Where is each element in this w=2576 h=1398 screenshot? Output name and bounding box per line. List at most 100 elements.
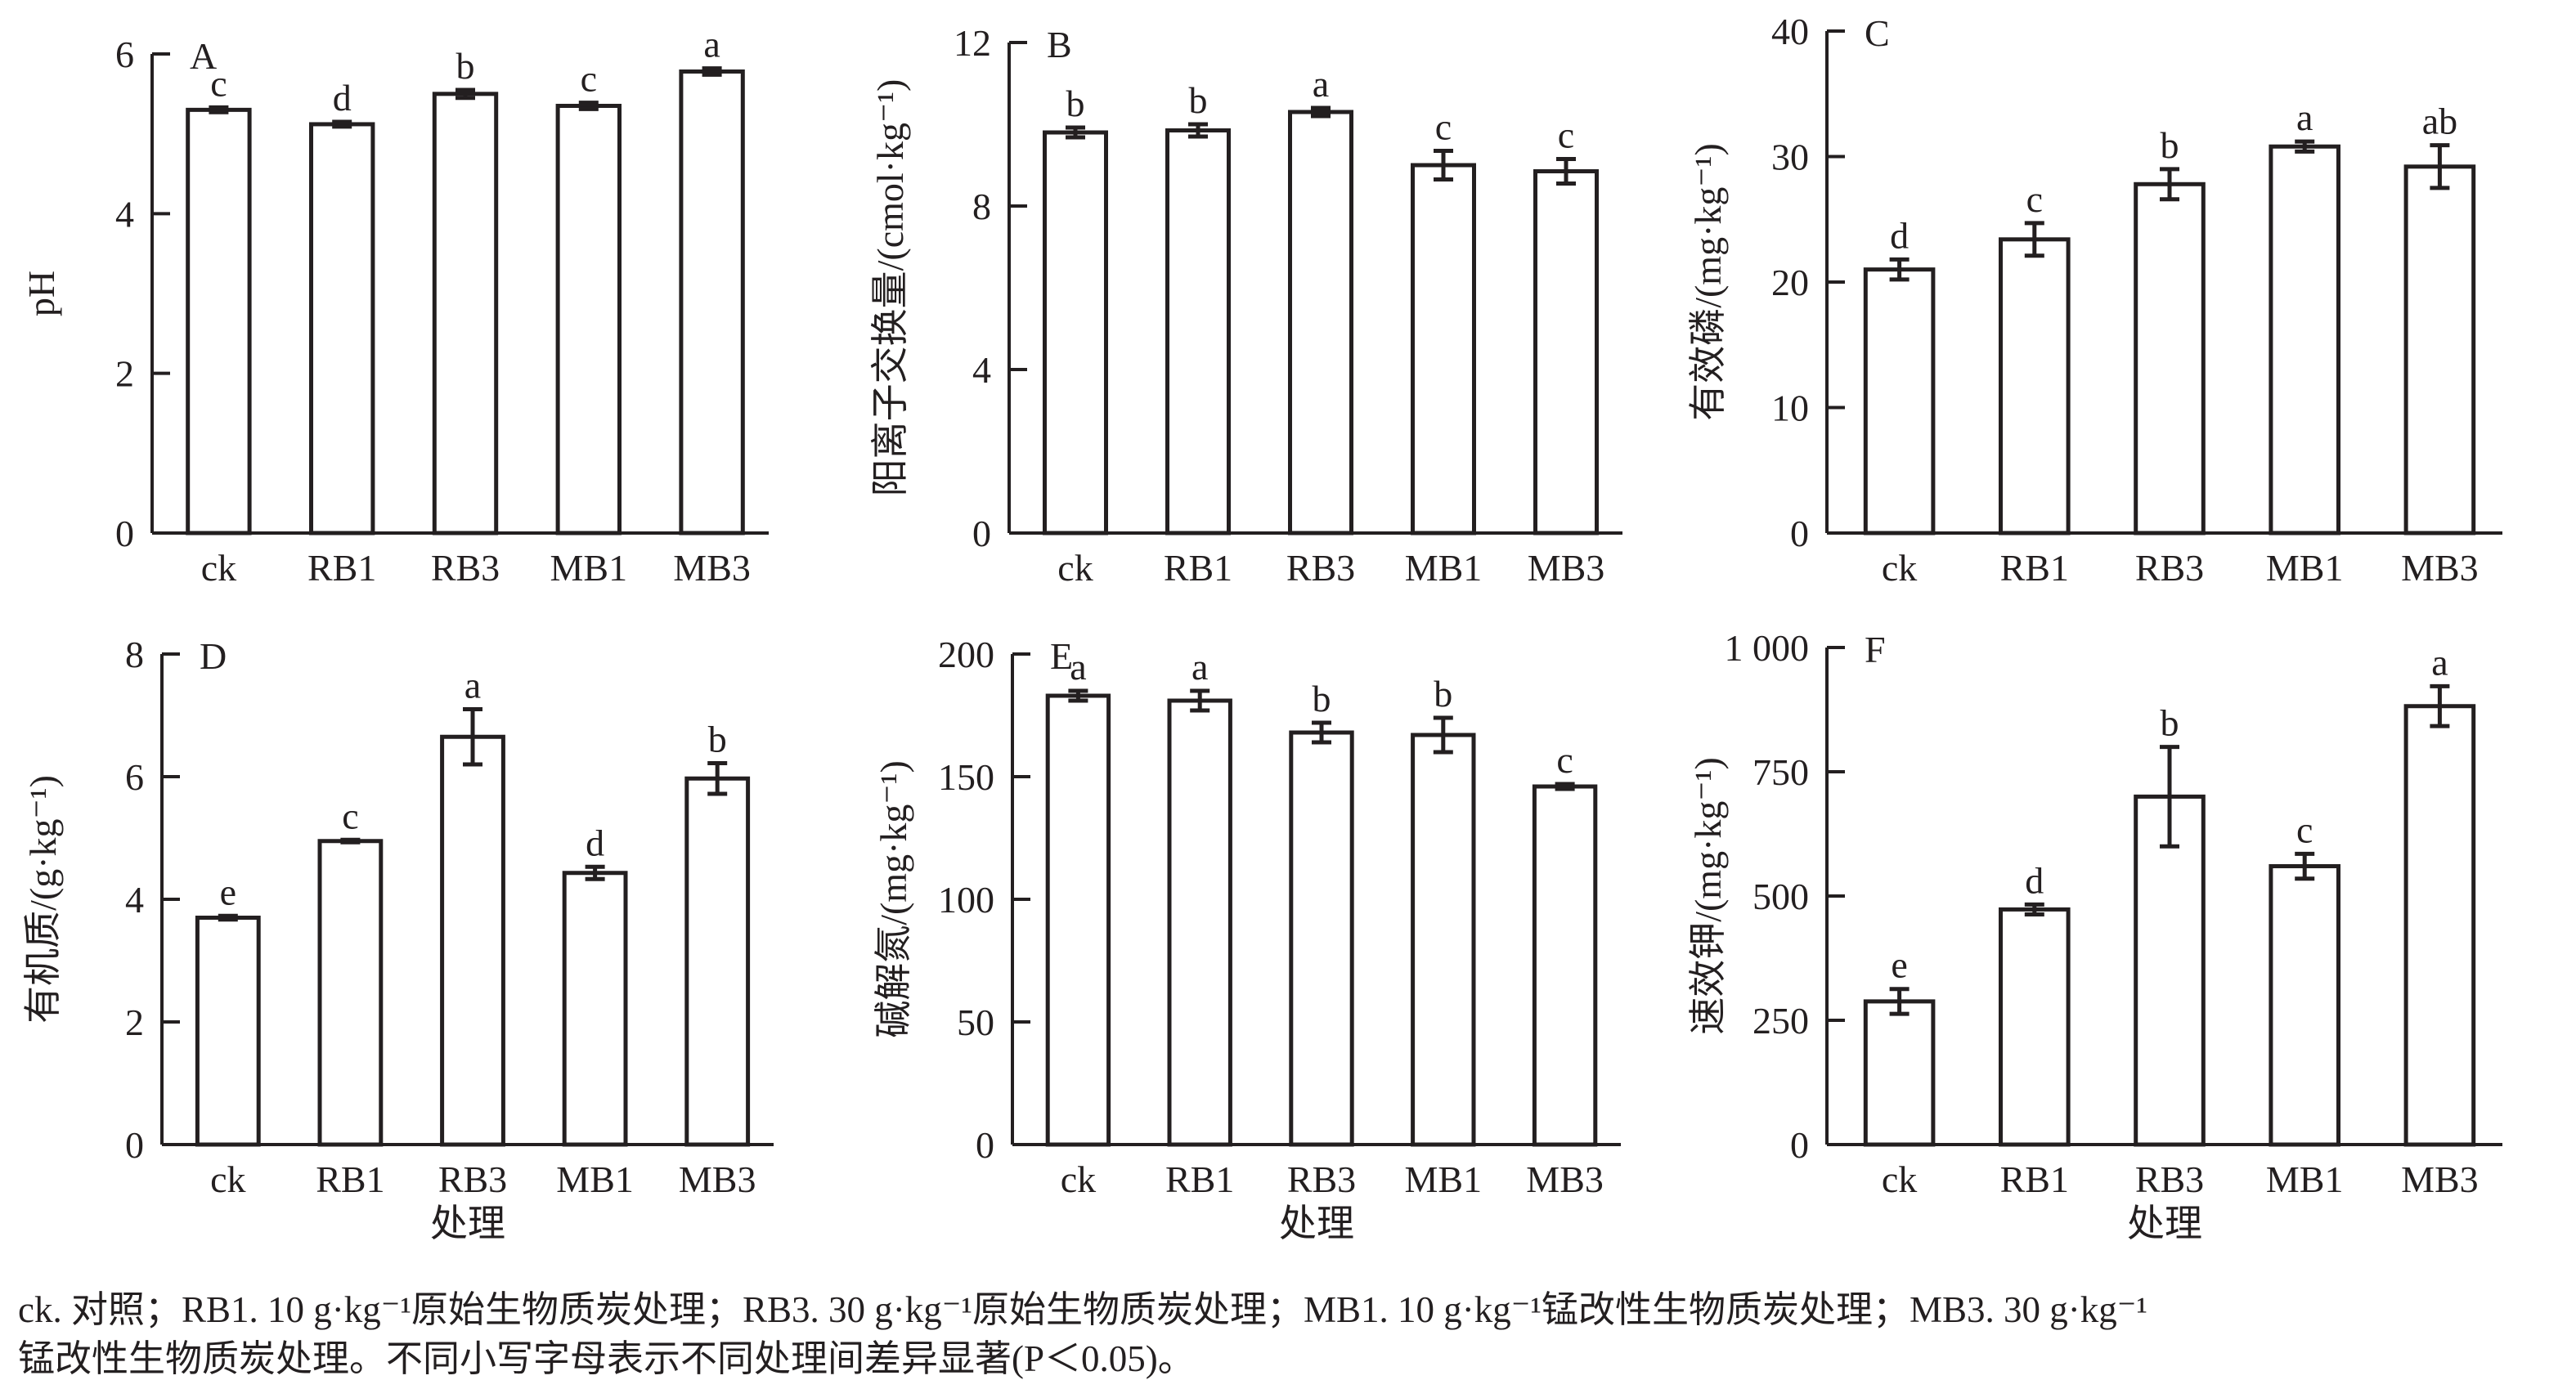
y-tick-label: 2 bbox=[115, 353, 134, 395]
x-tick-label: RB3 bbox=[431, 547, 500, 589]
y-tick-label: 0 bbox=[976, 1124, 994, 1166]
bar-mb3 bbox=[2403, 704, 2476, 1147]
x-axis-label: 处理 bbox=[2127, 1203, 2202, 1244]
caption-line-2: 锰改性生物质炭处理。不同小写字母表示不同处理间差异显著(P＜0.05)。 bbox=[18, 1338, 1195, 1379]
bar-rb3 bbox=[2134, 794, 2206, 1147]
significance-letter: a bbox=[1313, 63, 1329, 105]
significance-letter: b bbox=[2161, 124, 2179, 166]
y-tick-label: 8 bbox=[125, 634, 144, 675]
bar-mb3 bbox=[684, 776, 751, 1147]
bar-mb1 bbox=[1411, 163, 1476, 535]
y-tick-label: 2 bbox=[125, 1001, 144, 1043]
y-tick-label: 0 bbox=[1790, 513, 1809, 554]
y-tick-label: 12 bbox=[954, 22, 991, 64]
significance-letter: d bbox=[333, 77, 352, 119]
x-tick-label: RB3 bbox=[438, 1158, 507, 1200]
x-tick-label: MB3 bbox=[1526, 1158, 1604, 1200]
y-tick-label: 8 bbox=[972, 186, 991, 227]
bar-mb1 bbox=[562, 871, 628, 1147]
caption-line-1: ck. 对照；RB1. 10 g·kg⁻¹原始生物质炭处理；RB3. 30 g·… bbox=[18, 1289, 2148, 1330]
bar-ck bbox=[1863, 999, 1936, 1147]
x-tick-label: RB1 bbox=[316, 1158, 384, 1200]
significance-letter: e bbox=[220, 871, 236, 912]
bar-ck bbox=[195, 916, 261, 1147]
bar-mb1 bbox=[2269, 864, 2340, 1147]
x-tick-label: RB3 bbox=[1287, 1158, 1356, 1200]
y-tick-label: 20 bbox=[1771, 262, 1809, 303]
y-axis-label: 速效钾/(mg·kg⁻¹) bbox=[1687, 757, 1729, 1035]
significance-letter: b bbox=[456, 45, 475, 87]
chart-panel-e: 0 50 100 150 200 E 碱解氮/(mg·kg⁻¹) a ck a RB1 b RB3 b MB… bbox=[873, 634, 1621, 1244]
bar-ck bbox=[1863, 267, 1936, 535]
y-axis-label: 有效磷/(mg·kg⁻¹) bbox=[1687, 143, 1729, 421]
chart-panel-c: 0 10 20 30 40 C 有效磷/(mg·kg⁻¹) d ck c RB1 b RB3 a MB1 ab… bbox=[1687, 11, 2502, 589]
chart-panel-d: 0 2 4 6 8 D 有机质/(g·kg⁻¹) e ck c RB1 a RB3 d MB1 b MB3 处理 bbox=[22, 634, 774, 1244]
x-tick-label: MB1 bbox=[2266, 1158, 2344, 1200]
significance-letter: d bbox=[586, 822, 604, 863]
panel-label: A bbox=[190, 35, 217, 77]
significance-letter: a bbox=[1192, 646, 1208, 688]
bar-rb1 bbox=[1999, 237, 2071, 535]
significance-letter: b bbox=[708, 719, 727, 760]
significance-letter: a bbox=[464, 665, 481, 706]
bar-rb1 bbox=[309, 122, 375, 535]
x-tick-label: MB3 bbox=[2401, 1158, 2479, 1200]
panel-label: E bbox=[1050, 635, 1073, 677]
x-tick-label: ck bbox=[210, 1158, 245, 1200]
y-axis-label: 有机质/(g·kg⁻¹) bbox=[22, 775, 64, 1024]
y-tick-label: 750 bbox=[1752, 751, 1809, 793]
x-tick-label: RB1 bbox=[2000, 1158, 2069, 1200]
y-tick-label: 4 bbox=[125, 879, 144, 921]
panel-label: D bbox=[200, 635, 227, 677]
y-tick-label: 0 bbox=[1790, 1124, 1809, 1166]
significance-letter: b bbox=[2161, 702, 2179, 744]
y-tick-label: 500 bbox=[1752, 876, 1809, 917]
bar-ck bbox=[1043, 130, 1108, 535]
significance-letter: c bbox=[342, 795, 358, 836]
bar-ck bbox=[1045, 693, 1111, 1147]
y-tick-label: 4 bbox=[972, 349, 991, 391]
y-tick-label: 250 bbox=[1752, 1000, 1809, 1042]
x-tick-label: MB1 bbox=[1405, 547, 1483, 589]
significance-letter: d bbox=[1890, 214, 1909, 256]
panel-label: C bbox=[1865, 12, 1890, 54]
significance-letter: c bbox=[210, 62, 227, 104]
x-tick-label: RB3 bbox=[2135, 1158, 2204, 1200]
x-tick-label: RB3 bbox=[2135, 547, 2204, 589]
x-tick-label: RB3 bbox=[1286, 547, 1355, 589]
y-tick-label: 200 bbox=[938, 634, 994, 675]
significance-letter: c bbox=[2296, 809, 2313, 850]
bar-mb1 bbox=[1411, 733, 1476, 1147]
y-axis-label: 碱解氮/(mg·kg⁻¹) bbox=[873, 760, 914, 1038]
y-tick-label: 100 bbox=[938, 879, 994, 921]
x-tick-label: ck bbox=[1061, 1158, 1096, 1200]
x-tick-label: RB1 bbox=[307, 547, 376, 589]
significance-letter: c bbox=[1556, 739, 1573, 781]
x-tick-label: ck bbox=[1882, 1158, 1917, 1200]
bar-mb3 bbox=[2403, 164, 2476, 535]
y-tick-label: 50 bbox=[957, 1001, 994, 1043]
y-tick-label: 6 bbox=[125, 756, 144, 798]
significance-letter: ab bbox=[2422, 101, 2457, 142]
significance-letter: a bbox=[2296, 96, 2313, 138]
bar-mb3 bbox=[1533, 169, 1599, 535]
significance-letter: c bbox=[2026, 178, 2043, 220]
significance-letter: b bbox=[1066, 83, 1085, 124]
significance-letter: e bbox=[1891, 944, 1907, 986]
figure-caption: ck. 对照；RB1. 10 g·kg⁻¹原始生物质炭处理；RB3. 30 g·… bbox=[18, 1285, 2561, 1383]
bar-rb1 bbox=[317, 839, 384, 1147]
y-axis-label: 阳离子交换量/(cmol·kg⁻¹) bbox=[869, 79, 911, 497]
bar-rb1 bbox=[1167, 698, 1232, 1147]
y-axis-label: pH bbox=[20, 271, 62, 316]
y-tick-label: 0 bbox=[125, 1124, 144, 1166]
x-axis-label: 处理 bbox=[430, 1203, 505, 1244]
significance-letter: b bbox=[1434, 673, 1452, 715]
x-tick-label: MB1 bbox=[550, 547, 628, 589]
bar-mb3 bbox=[679, 69, 745, 535]
x-tick-label: MB3 bbox=[679, 1158, 756, 1200]
significance-letter: b bbox=[1313, 678, 1331, 719]
x-tick-label: MB1 bbox=[556, 1158, 634, 1200]
bar-rb3 bbox=[432, 92, 499, 535]
bar-rb3 bbox=[1289, 730, 1354, 1147]
